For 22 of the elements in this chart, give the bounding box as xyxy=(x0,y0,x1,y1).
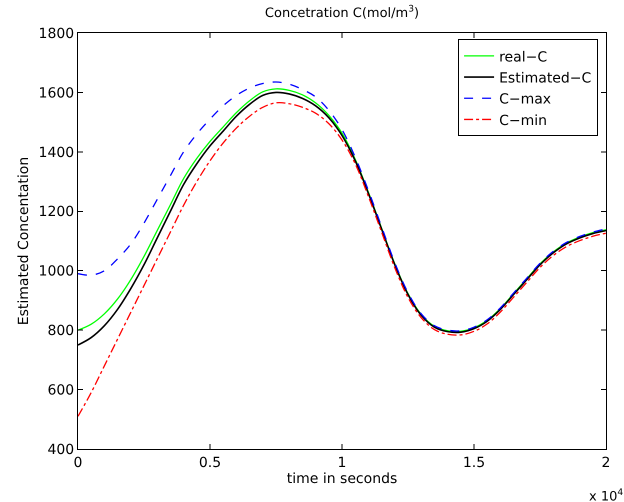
x-tick-label: 0 xyxy=(74,454,82,471)
y-tick-label: 1400 xyxy=(38,144,74,161)
y-tick-label: 1600 xyxy=(38,85,74,102)
legend-label: C−max xyxy=(499,92,552,108)
x-tick-label: 0.5 xyxy=(198,454,222,471)
x-axis-title: time in seconds xyxy=(286,470,398,487)
y-tick-label: 1200 xyxy=(38,204,74,220)
x-tick-label: 1 xyxy=(338,454,346,471)
legend-label: Estimated−C xyxy=(499,70,592,86)
y-axis-title: Estimated Concentation xyxy=(16,156,32,326)
legend-label: C−min xyxy=(499,112,547,129)
y-tick-label: 1800 xyxy=(38,26,74,42)
x-tick-label: 1.5 xyxy=(462,454,486,471)
line-series xyxy=(78,102,606,417)
legend-label: real−C xyxy=(499,49,548,66)
x-tick-label: 2 xyxy=(602,454,610,471)
y-tick-label: 1000 xyxy=(38,264,74,280)
y-tick-label: 400 xyxy=(47,442,74,458)
text: x 10$^{4}$ xyxy=(589,488,624,502)
chart-title: Concetration C(mol/m$^{3}$) xyxy=(264,4,420,22)
y-tick-label: 800 xyxy=(47,323,74,340)
y-tick-label: 600 xyxy=(47,382,74,398)
